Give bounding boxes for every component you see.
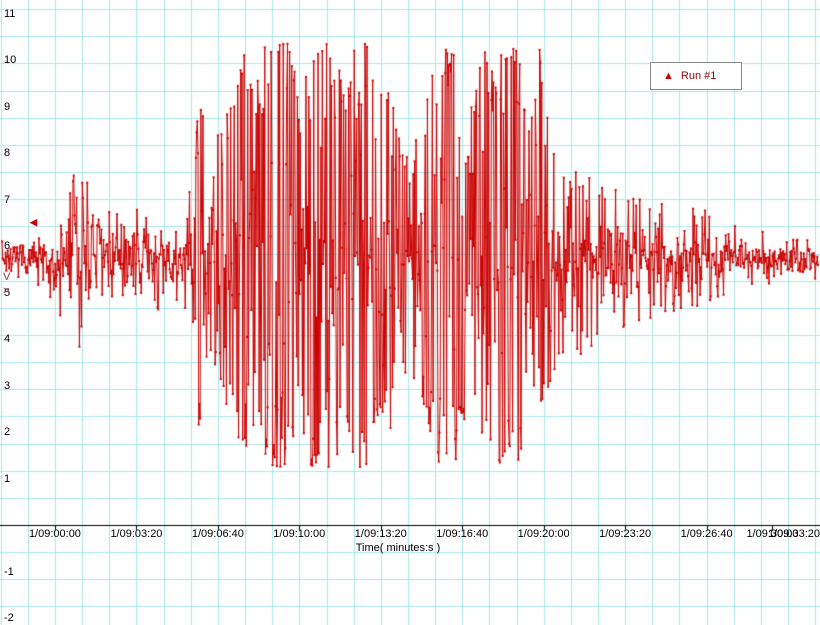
x-tick-label: 1/09:00:00 xyxy=(28,528,81,540)
legend-triangle-icon: ▲ xyxy=(663,69,674,82)
y-tick-label: 1 xyxy=(4,472,11,485)
y-tick-label: 3 xyxy=(4,379,11,392)
legend: ▲ Run #1 xyxy=(650,62,742,90)
x-tick-label: 1/09:13:20 xyxy=(354,528,407,540)
y-tick-label: 5 xyxy=(4,286,11,299)
y-tick-label: -2 xyxy=(4,612,14,624)
y-tick-label: 7 xyxy=(4,193,11,206)
x-tick-label: 1/09:23:20 xyxy=(599,528,652,540)
x-tick-label: 1/09:03:20 xyxy=(110,528,163,540)
x-tick-label: 1/09:10:00 xyxy=(273,528,326,540)
x-tick-label: 1/09:20:00 xyxy=(517,528,570,540)
x-tick-label: 1/09:26:40 xyxy=(680,528,733,540)
y-tick-label: 10 xyxy=(4,54,17,66)
cursor-marker-icon[interactable]: ◄ xyxy=(27,214,40,230)
y-tick-label: 4 xyxy=(4,333,11,345)
x-axis-caption: Time( minutes:s ) xyxy=(355,542,441,554)
x-tick-label: 1/09:16:40 xyxy=(436,528,489,540)
y-tick-label: 6 xyxy=(4,240,11,252)
y-tick-label: 11 xyxy=(4,7,16,20)
x-tick-label: 1/09:30:00 xyxy=(746,528,799,540)
y-tick-label: 9 xyxy=(4,100,11,113)
y-tick-label: -1 xyxy=(4,565,14,578)
x-tick-label-edge: 1/09:33:20 xyxy=(768,528,820,540)
y-axis-unit-label: V > xyxy=(3,271,11,297)
x-tick-label: 1/09:06:40 xyxy=(191,528,244,540)
y-tick-label: 2 xyxy=(4,426,11,438)
y-tick-label: 8 xyxy=(4,147,11,159)
legend-label: Run #1 xyxy=(680,70,717,82)
